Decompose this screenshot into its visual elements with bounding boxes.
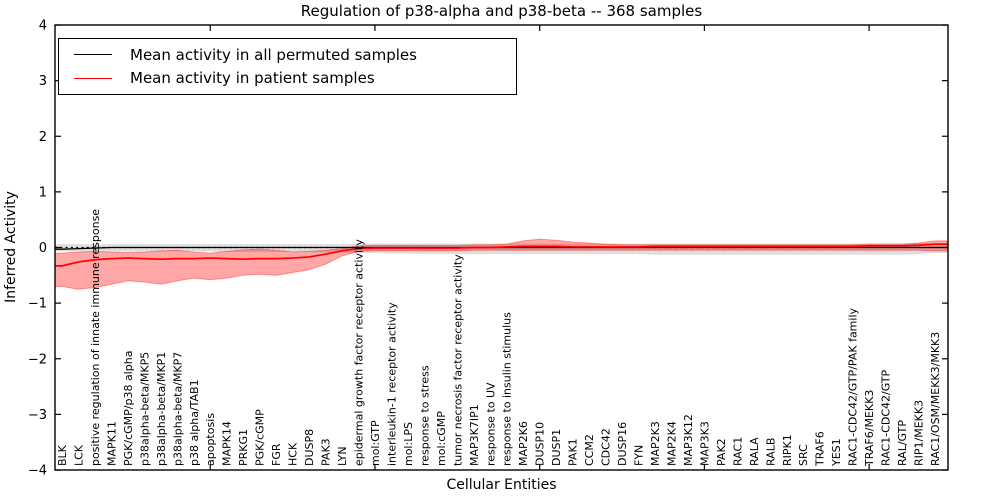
chart-title: Regulation of p38-alpha and p38-beta -- … xyxy=(300,2,703,20)
legend-label-patient: Mean activity in patient samples xyxy=(130,69,375,88)
x-category-label: response to stress xyxy=(418,365,431,466)
y-tick-label: −1 xyxy=(28,297,47,312)
y-tick-label: 1 xyxy=(39,185,47,200)
x-category-label: DUSP10 xyxy=(534,422,547,466)
x-category-label: BLK xyxy=(56,444,69,466)
x-category-label: RAC1 xyxy=(731,437,744,466)
x-category-label: RAC1-CDC42/GTP/PAK family xyxy=(847,307,860,466)
x-category-label: MAPK14 xyxy=(221,421,234,466)
x-category-label: FYN xyxy=(633,445,646,466)
x-category-label: p38 alpha/TAB1 xyxy=(188,379,201,466)
x-axis-title: Cellular Entities xyxy=(446,477,557,493)
y-tick-label: 3 xyxy=(39,74,47,89)
x-category-label: RIPK1 xyxy=(781,434,794,466)
x-category-label: PGK/cGMP xyxy=(254,409,267,466)
x-category-label: epidermal growth factor receptor activit… xyxy=(352,239,365,466)
x-category-label: TRAF6 xyxy=(814,431,827,467)
x-category-label: SRC xyxy=(797,444,810,466)
legend: Mean activity in all permuted samples Me… xyxy=(58,38,517,95)
x-category-label: mol:LPS xyxy=(402,422,415,466)
x-category-label: MAP2K3 xyxy=(649,421,662,466)
x-category-label: PAK3 xyxy=(320,438,333,466)
legend-line-swatch-patient xyxy=(74,77,112,79)
x-category-label: PAK2 xyxy=(715,438,728,466)
x-category-label: interleukin-1 receptor activity xyxy=(385,302,398,466)
x-category-label: response to insulin stimulus xyxy=(501,312,514,466)
x-category-label: MAP3K12 xyxy=(682,414,695,466)
y-tick-label: −2 xyxy=(28,352,47,367)
x-category-label: CDC42 xyxy=(600,428,613,466)
x-category-label: MAPK11 xyxy=(105,421,118,466)
x-category-label: PAK1 xyxy=(567,438,580,466)
y-axis-title: Inferred Activity xyxy=(3,191,19,303)
x-category-label: positive regulation of innate immune res… xyxy=(89,209,102,466)
x-category-label: LYN xyxy=(336,446,349,466)
x-category-label: RALB xyxy=(764,438,777,466)
x-category-label: MAP2K4 xyxy=(665,421,678,466)
x-category-label: DUSP8 xyxy=(303,429,316,466)
x-category-label: RAC1-CDC42/GTP xyxy=(880,369,893,466)
x-category-label: HCK xyxy=(287,442,300,466)
legend-label-permuted: Mean activity in all permuted samples xyxy=(130,45,417,64)
y-tick-label: −4 xyxy=(28,464,47,479)
x-category-label: tumor necrosis factor receptor activity xyxy=(451,254,464,466)
x-category-label: MAP2K6 xyxy=(517,421,530,466)
x-category-label: FGR xyxy=(270,443,283,466)
y-tick-label: 0 xyxy=(39,241,47,256)
x-category-label: mol:cGMP xyxy=(435,411,448,466)
x-category-label: PGK/cGMP/p38 alpha xyxy=(122,351,135,466)
x-category-label: TRAF6/MEKK3 xyxy=(863,390,876,467)
legend-line-swatch-permuted xyxy=(74,54,112,56)
x-category-label: MAP3K7IP1 xyxy=(468,404,481,466)
x-category-label: p38alpha-beta/MKP7 xyxy=(171,352,184,466)
x-category-label: DUSP16 xyxy=(616,422,629,466)
y-tick-label: −3 xyxy=(28,408,47,423)
x-category-label: RIP1/MEKK3 xyxy=(913,400,926,466)
y-tick-label: 2 xyxy=(39,130,47,145)
x-category-label: RALA xyxy=(748,437,761,466)
x-category-label: RAL/GTP xyxy=(896,420,909,466)
x-category-label: CCM2 xyxy=(583,434,596,466)
x-category-label: DUSP1 xyxy=(550,429,563,466)
x-category-label: apoptosis xyxy=(204,413,217,466)
x-category-label: LCK xyxy=(72,444,85,466)
x-category-label: mol:GTP xyxy=(369,420,382,466)
x-category-label: p38alpha-beta/MKP1 xyxy=(155,352,168,466)
legend-item-patient: Mean activity in patient samples xyxy=(59,69,516,87)
patient-mean-line xyxy=(55,243,948,267)
x-category-label: response to UV xyxy=(484,382,497,466)
x-category-label: p38alpha-beta/MKP5 xyxy=(138,352,151,466)
y-tick-label: 4 xyxy=(39,19,47,34)
x-category-label: MAP3K3 xyxy=(698,421,711,466)
x-category-label: PRKG1 xyxy=(237,429,250,466)
x-category-label: RAC1/OSM/MEKK3/MKK3 xyxy=(929,332,942,466)
x-category-label: YES1 xyxy=(830,438,843,467)
legend-item-permuted: Mean activity in all permuted samples xyxy=(59,46,516,64)
